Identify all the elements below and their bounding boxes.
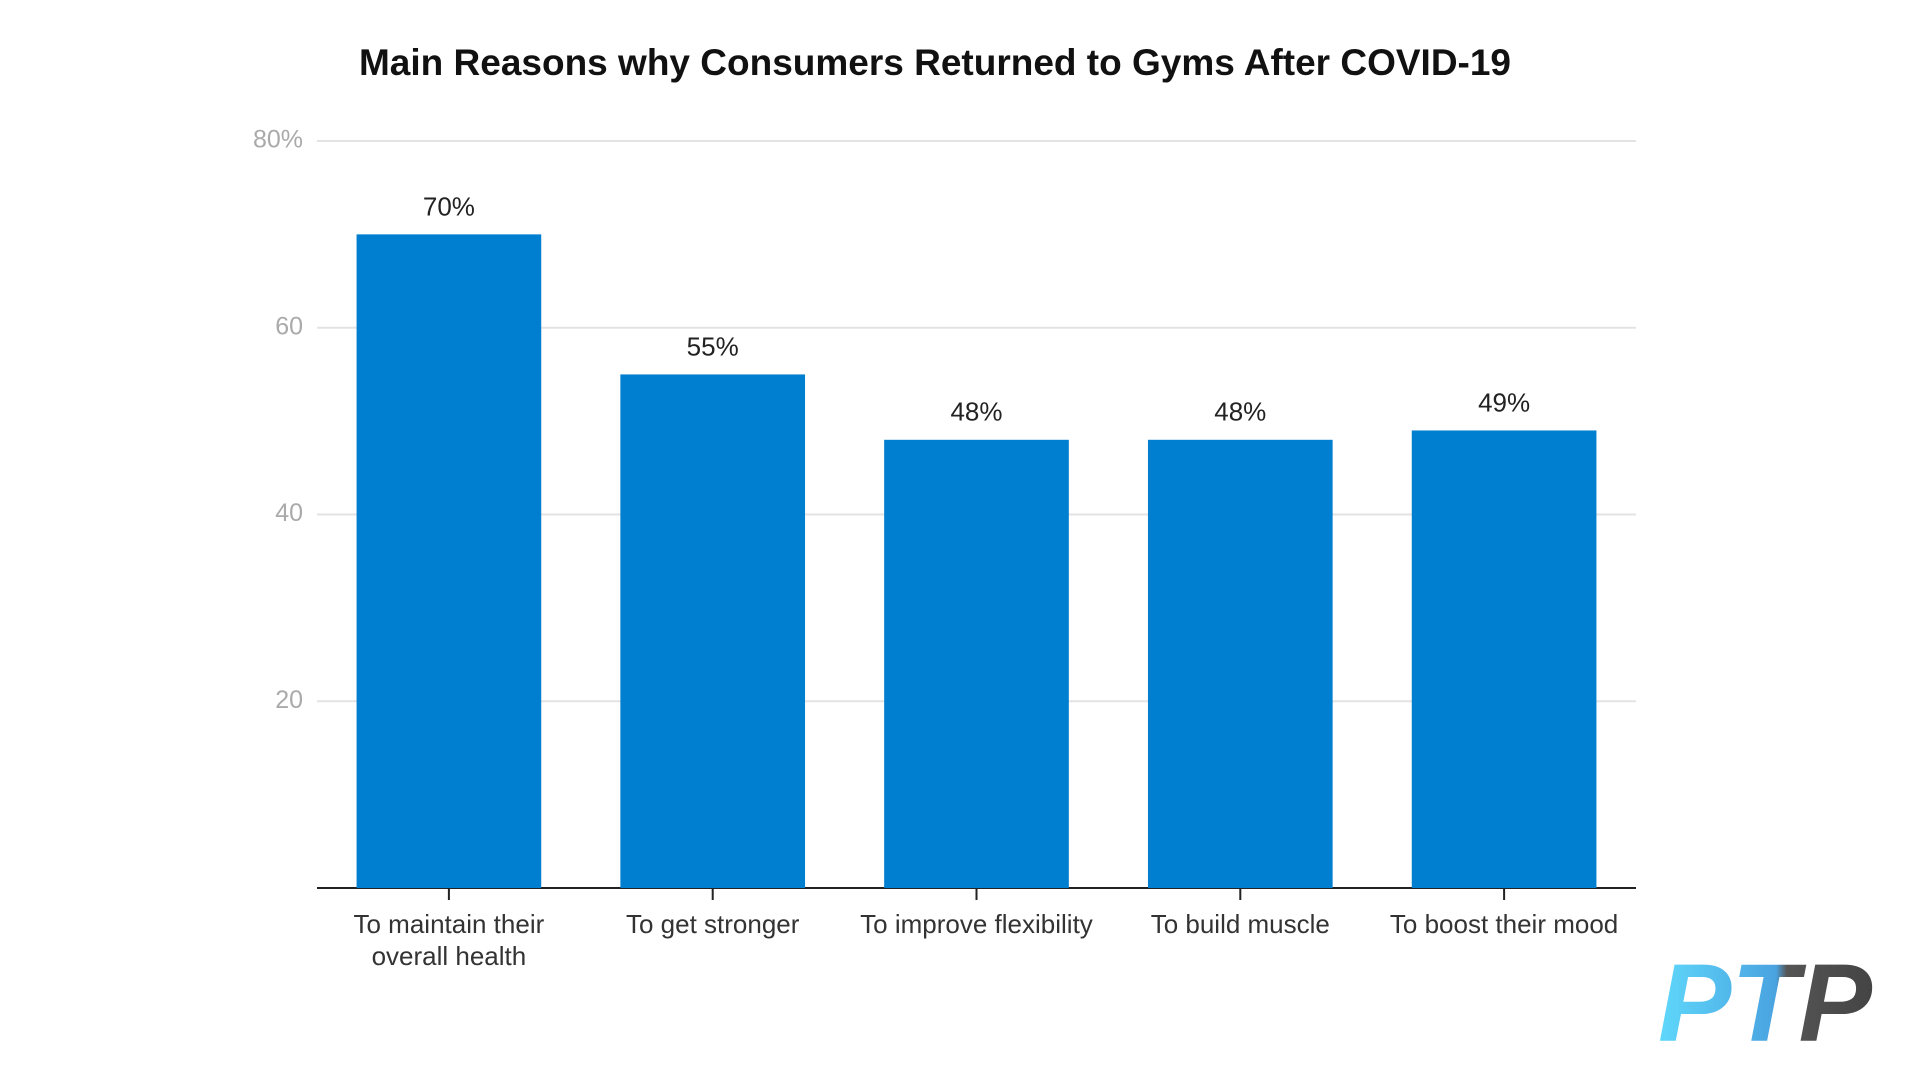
bar: [356, 234, 542, 888]
value-label: 48%: [950, 397, 1002, 427]
x-tick-label: To get stronger: [625, 909, 800, 939]
value-label: 48%: [1214, 397, 1266, 427]
bar: [884, 439, 1069, 888]
y-tick-label: 20: [275, 686, 303, 714]
y-tick-label: 40: [275, 499, 303, 527]
x-tick-label: To maintain their overall health: [353, 909, 545, 971]
x-tick-label: To improve flexibility: [860, 909, 1093, 939]
chart-title: Main Reasons why Consumers Returned to G…: [359, 42, 1511, 83]
value-label: 70%: [423, 191, 475, 221]
y-tick-label: 60: [275, 312, 303, 340]
value-label: 49%: [1478, 387, 1530, 417]
bar: [1147, 439, 1333, 888]
bar: [1411, 430, 1597, 888]
x-tick-label: To boost their mood: [1389, 909, 1619, 939]
x-tick-label: To build muscle: [1150, 909, 1330, 939]
value-label: 55%: [687, 331, 739, 361]
y-tick-label: 80%: [253, 126, 303, 154]
logo: PTP: [1658, 942, 1873, 1065]
bar: [620, 374, 806, 888]
